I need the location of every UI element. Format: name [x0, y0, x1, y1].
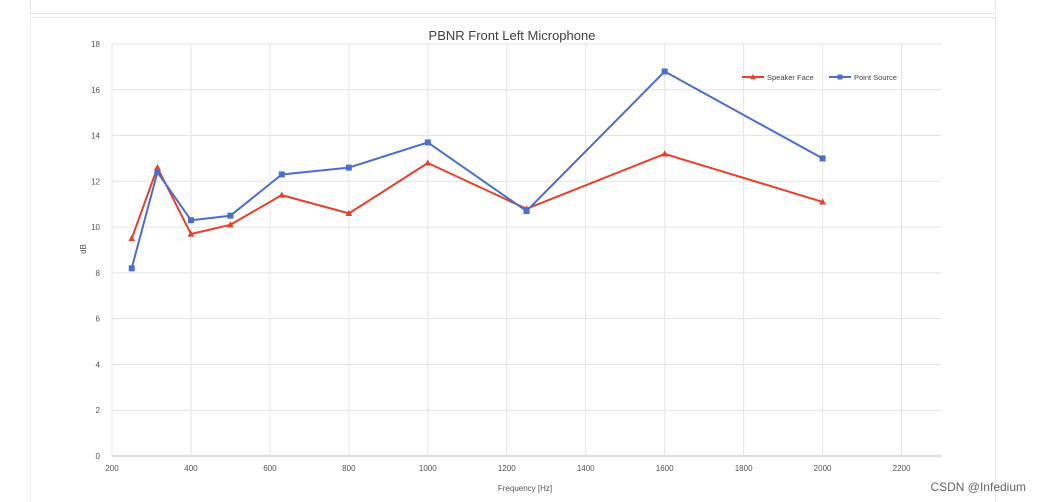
x-tick-label: 1000 [419, 464, 437, 473]
previous-content-card [30, 0, 996, 14]
data-point [424, 159, 432, 166]
legend-item: Point Source [829, 73, 897, 82]
data-point [128, 265, 135, 272]
data-point [227, 221, 234, 228]
y-tick-label: 12 [91, 177, 100, 186]
data-point [523, 208, 530, 215]
legend: Speaker Face Point Source [742, 73, 897, 82]
x-tick-label: 1200 [498, 464, 516, 473]
x-tick-label: 400 [184, 464, 198, 473]
y-axis-label: dB [79, 244, 88, 254]
x-tick-label: 2000 [814, 464, 832, 473]
y-tick-label: 4 [96, 360, 101, 369]
y-tick-label: 10 [91, 223, 100, 232]
data-point [661, 150, 669, 157]
legend-label: Point Source [854, 73, 897, 82]
legend-label: Speaker Face [767, 73, 814, 82]
x-tick-label: 1800 [735, 464, 753, 473]
series-point-source [128, 68, 826, 272]
data-point [227, 212, 234, 219]
data-point [661, 68, 668, 75]
data-point [278, 191, 286, 198]
y-tick-label: 0 [96, 452, 101, 461]
data-point [154, 169, 161, 176]
data-point [128, 234, 136, 242]
y-tick-label: 18 [91, 40, 100, 49]
watermark: CSDN @Infedium [930, 480, 1026, 494]
chart-title: PBNR Front Left Microphone [429, 28, 596, 43]
x-tick-label: 1400 [577, 464, 595, 473]
data-point [153, 164, 161, 171]
y-tick-label: 2 [96, 406, 101, 415]
x-tick-label: 1600 [656, 464, 674, 473]
data-point [819, 198, 826, 205]
legend-marker [837, 74, 843, 80]
data-point [187, 217, 194, 224]
x-axis-label: Frequency [Hz] [498, 484, 552, 493]
legend-item: Speaker Face [742, 73, 814, 82]
x-tick-label: 800 [342, 464, 356, 473]
grid-layer [111, 43, 941, 457]
series-line [130, 152, 823, 239]
x-tick-label: 200 [105, 464, 119, 473]
series-speaker-face [128, 150, 826, 242]
data-point [187, 230, 195, 237]
legend-marker [750, 74, 756, 80]
data-point [345, 164, 352, 171]
series-layer [128, 68, 826, 272]
y-tick-label: 6 [96, 315, 101, 324]
x-tick-label: 600 [263, 464, 277, 473]
y-tick-label: 8 [96, 269, 101, 278]
data-point [345, 209, 353, 216]
series-line [130, 70, 824, 269]
y-tick-label: 14 [91, 132, 100, 141]
x-tick-label: 2200 [893, 464, 911, 473]
data-point [424, 139, 431, 146]
data-point [819, 155, 826, 162]
y-tick-label: 16 [91, 86, 100, 95]
axis-layer: 0 2 4 6 8 10 12 14 16 18 200 400 600 800 1000 1200 1400 1… [91, 40, 911, 473]
data-point [278, 171, 285, 178]
